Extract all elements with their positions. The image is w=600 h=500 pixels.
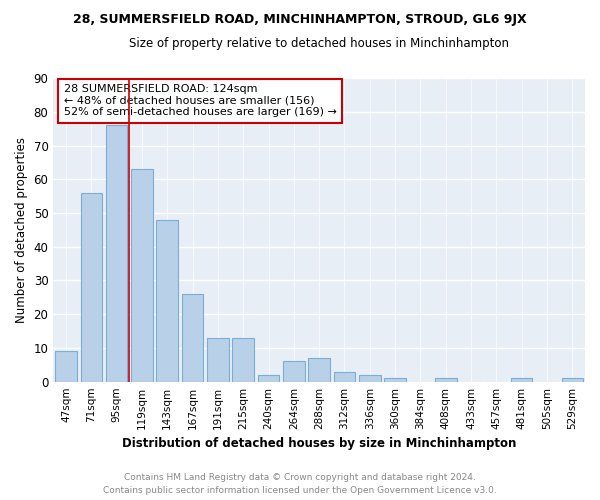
Bar	[182, 294, 203, 382]
Title: Size of property relative to detached houses in Minchinhampton: Size of property relative to detached ho…	[129, 38, 509, 51]
Bar	[80, 193, 102, 382]
Bar	[258, 375, 279, 382]
Bar	[207, 338, 229, 382]
Bar	[562, 378, 583, 382]
Bar	[106, 126, 127, 382]
Bar	[334, 372, 355, 382]
X-axis label: Distribution of detached houses by size in Minchinhampton: Distribution of detached houses by size …	[122, 437, 517, 450]
Text: 28, SUMMERSFIELD ROAD, MINCHINHAMPTON, STROUD, GL6 9JX: 28, SUMMERSFIELD ROAD, MINCHINHAMPTON, S…	[73, 12, 527, 26]
Bar	[385, 378, 406, 382]
Bar	[131, 169, 152, 382]
Bar	[157, 220, 178, 382]
Bar	[359, 375, 380, 382]
Bar	[308, 358, 330, 382]
Bar	[435, 378, 457, 382]
Y-axis label: Number of detached properties: Number of detached properties	[15, 137, 28, 323]
Text: 28 SUMMERSFIELD ROAD: 124sqm
← 48% of detached houses are smaller (156)
52% of s: 28 SUMMERSFIELD ROAD: 124sqm ← 48% of de…	[64, 84, 337, 117]
Text: Contains HM Land Registry data © Crown copyright and database right 2024.
Contai: Contains HM Land Registry data © Crown c…	[103, 474, 497, 495]
Bar	[511, 378, 532, 382]
Bar	[283, 362, 305, 382]
Bar	[232, 338, 254, 382]
Bar	[55, 352, 77, 382]
